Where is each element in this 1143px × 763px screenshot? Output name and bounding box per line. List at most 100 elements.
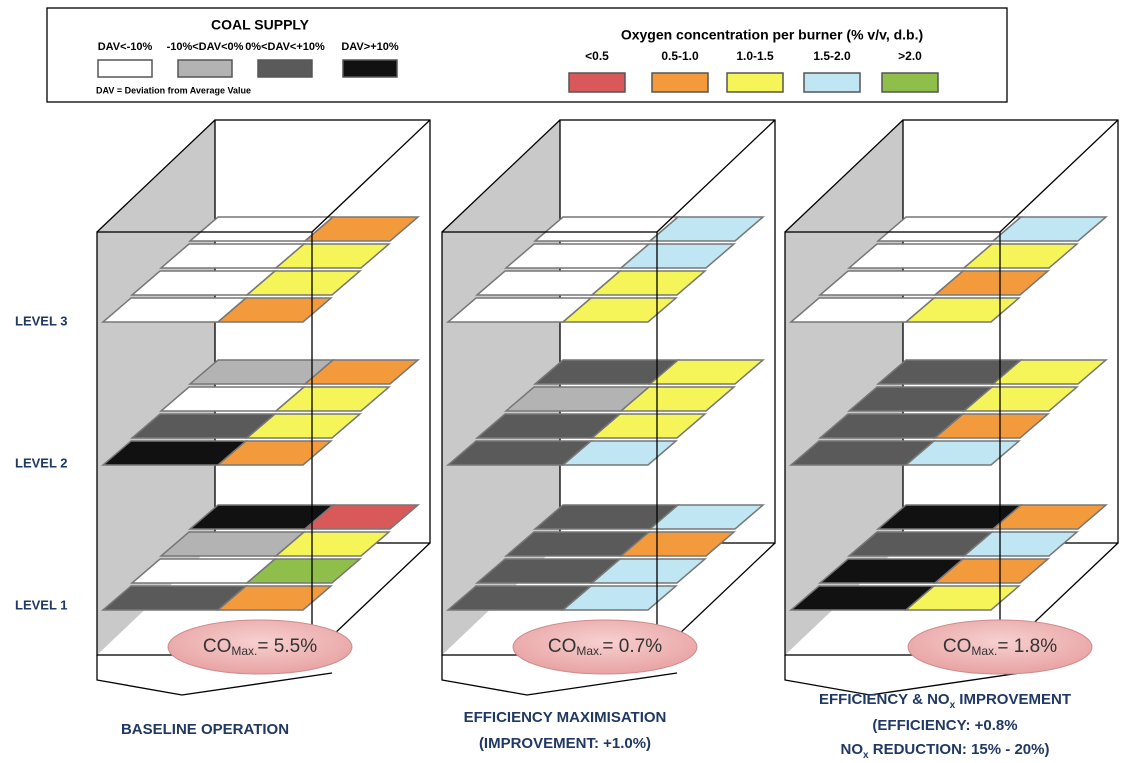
co-text: CO [548, 636, 577, 657]
caption: (IMPROVEMENT: +1.0%) [479, 735, 651, 752]
burner-oxygen [560, 297, 679, 323]
burner-oxygen [961, 243, 1080, 269]
burner-oxygen [273, 531, 392, 557]
furnace-edge [311, 119, 431, 233]
caption-text: EFFICIENCY & NO [819, 691, 950, 708]
co-subscript: Max. [971, 644, 997, 658]
oxygen-title: Oxygen concentration per burner (% v/v, … [621, 27, 923, 43]
burner-oxygen [273, 243, 392, 269]
furnace-edge [441, 119, 561, 233]
oxygen-label: >2.0 [898, 49, 922, 63]
co-ellipse [907, 619, 1093, 675]
furnace-edge [96, 119, 216, 233]
furnace-front [784, 231, 1001, 656]
oxygen-swatch [803, 72, 861, 93]
furnace: COMax.= 0.7% EFFICIENCY MAXIMISATION (IMPR… [441, 119, 776, 752]
caption-text: (IMPROVEMENT: +1.0%) [479, 735, 651, 752]
burner-oxygen [903, 440, 1022, 466]
coal-title: COAL SUPPLY [211, 17, 310, 33]
caption-text: BASELINE OPERATION [121, 721, 289, 738]
caption-subscript: x [863, 750, 869, 761]
level-label: LEVEL 3 [15, 313, 68, 328]
caption: EFFICIENCY & NOx IMPROVEMENT [819, 691, 1071, 711]
furnace-edge [784, 119, 904, 233]
co-label: COMax.= 1.8% [943, 636, 1057, 658]
caption-text: EFFICIENCY MAXIMISATION [464, 709, 667, 726]
oxygen-swatch [881, 72, 939, 93]
oxygen-label: <0.5 [585, 49, 609, 63]
burner-oxygen [647, 504, 766, 530]
burner-oxygen [302, 504, 421, 530]
burner-oxygen [560, 440, 679, 466]
oxygen-swatch [651, 72, 709, 93]
caption: NOx REDUCTION: 15% - 20%) [841, 741, 1050, 761]
coal-swatch [97, 59, 153, 78]
coal-label: DAV<-10% [98, 41, 153, 53]
burner-oxygen [618, 386, 737, 412]
coal-swatch [257, 59, 313, 78]
burner-oxygen [990, 504, 1109, 530]
caption: (EFFICIENCY: +0.8% [872, 717, 1017, 734]
burner-oxygen [932, 558, 1051, 584]
burner-oxygen [932, 270, 1051, 296]
burner-oxygen [215, 440, 334, 466]
caption-text: NO [841, 741, 864, 758]
burner-oxygen [560, 585, 679, 611]
coal-label: 0%<DAV<+10% [245, 41, 325, 53]
burner-oxygen [961, 531, 1080, 557]
co-text: CO [203, 636, 232, 657]
oxygen-swatch [568, 72, 626, 93]
furnace-back [214, 119, 431, 544]
burner-oxygen [273, 386, 392, 412]
co-subscript: Max. [231, 644, 257, 658]
furnace-base [441, 655, 678, 696]
co-label: COMax.= 0.7% [548, 636, 662, 658]
level-label: LEVEL 1 [15, 597, 68, 612]
caption-subscript: x [950, 700, 956, 711]
burner-oxygen [589, 413, 708, 439]
burner-oxygen [589, 270, 708, 296]
burner-oxygen [961, 386, 1080, 412]
furnace: COMax.= 5.5% BASELINE OPERATION [96, 119, 431, 738]
caption: EFFICIENCY MAXIMISATION [464, 709, 667, 726]
co-subscript: Max. [576, 644, 602, 658]
burner-oxygen [647, 359, 766, 385]
caption-text: (EFFICIENCY: +0.8% [872, 717, 1017, 734]
oxygen-label: 1.0-1.5 [736, 49, 774, 63]
furnace-back [902, 119, 1119, 544]
caption-text: IMPROVEMENT [955, 691, 1071, 708]
co-text: CO [943, 636, 972, 657]
furnace-base [784, 655, 1021, 696]
burner-oxygen [990, 216, 1109, 242]
caption: BASELINE OPERATION [121, 721, 289, 738]
burner-oxygen [302, 216, 421, 242]
burner-oxygen [990, 359, 1109, 385]
co-value: = 1.8% [997, 636, 1057, 657]
burner-oxygen [618, 531, 737, 557]
co-value: = 0.7% [602, 636, 662, 657]
burner-oxygen [589, 558, 708, 584]
co-label: COMax.= 5.5% [203, 636, 317, 658]
furnace-base [96, 655, 333, 696]
burner-oxygen [215, 585, 334, 611]
coal-label: -10%<DAV<0% [167, 41, 244, 53]
furnace: COMax.= 1.8%EFFICIENCY & NOx IMPROVEMENT… [784, 119, 1119, 761]
furnace-edge [656, 119, 776, 233]
burner-oxygen [903, 297, 1022, 323]
caption-text: REDUCTION: 15% - 20%) [869, 741, 1050, 758]
burner-oxygen [932, 413, 1051, 439]
coal-swatch [342, 59, 398, 78]
oxygen-label: 1.5-2.0 [813, 49, 851, 63]
burner-oxygen [618, 243, 737, 269]
furnace-edge [999, 119, 1119, 233]
oxygen-label: 0.5-1.0 [661, 49, 699, 63]
burner-oxygen [244, 413, 363, 439]
burner-oxygen [215, 297, 334, 323]
co-value: = 5.5% [257, 636, 317, 657]
burner-oxygen [244, 270, 363, 296]
co-ellipse [167, 619, 353, 675]
burner-oxygen [647, 216, 766, 242]
level-label: LEVEL 2 [15, 455, 68, 470]
furnace-back [559, 119, 776, 544]
